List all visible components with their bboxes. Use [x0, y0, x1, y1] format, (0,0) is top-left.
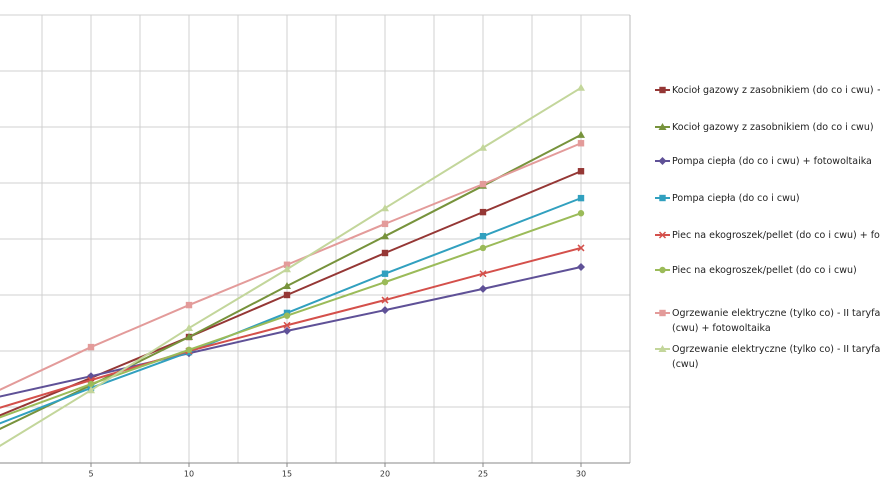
- marker: [479, 284, 487, 293]
- marker: [577, 140, 585, 147]
- x-tick-label: 5: [88, 470, 93, 479]
- marker: [283, 321, 291, 329]
- marker: [87, 380, 95, 388]
- marker: [577, 210, 585, 217]
- marker: [185, 333, 193, 340]
- legend-label: Kocioł gazowy z zasobnikiem (do co i cwu…: [672, 85, 880, 96]
- marker: [659, 86, 666, 94]
- marker: [283, 312, 291, 319]
- series-line: [0, 86, 582, 448]
- series: [0, 83, 585, 448]
- marker: [577, 194, 585, 202]
- marker: [577, 263, 585, 271]
- marker: [479, 143, 487, 151]
- legend-label: Piec na ekogroszek/pellet (do co i cwu) …: [672, 230, 880, 241]
- marker: [577, 83, 585, 91]
- marker: [658, 231, 667, 239]
- marker: [87, 386, 95, 394]
- marker: [381, 204, 389, 212]
- marker: [381, 232, 389, 240]
- marker: [479, 233, 487, 240]
- x-tick-label: 10: [184, 470, 194, 479]
- marker: [659, 266, 666, 274]
- marker: [658, 123, 667, 130]
- legend-label: Pompa ciepła (do co i cwu): [672, 193, 800, 204]
- x-tick-label: 25: [478, 470, 488, 479]
- marker: [87, 343, 95, 351]
- marker: [381, 296, 389, 304]
- marker: [283, 326, 291, 335]
- x-tick-label: 30: [576, 470, 586, 479]
- x-tick-label: 15: [282, 470, 292, 479]
- marker: [381, 306, 389, 315]
- marker: [381, 278, 389, 286]
- series: [0, 194, 585, 425]
- marker: [577, 168, 585, 175]
- series: [0, 140, 585, 391]
- legend-label: Kocioł gazowy z zasobnikiem (do co i cwu…: [672, 122, 874, 133]
- legend-label: Ogrzewanie elektryczne (tylko co) - II t…: [672, 344, 880, 370]
- legend-label: Piec na ekogroszek/pellet (do co i cwu): [672, 265, 857, 276]
- marker: [479, 244, 487, 252]
- x-tick-label: 20: [380, 470, 390, 479]
- legend-label: Ogrzewanie elektryczne (tylko co) - II t…: [672, 308, 880, 334]
- marker: [659, 194, 666, 202]
- marker: [381, 220, 389, 228]
- marker: [185, 301, 193, 309]
- marker: [479, 180, 487, 188]
- legend-label: Pompa ciepła (do co i cwu) + fotowoltaik…: [672, 156, 872, 167]
- marker: [577, 130, 585, 138]
- marker: [381, 270, 389, 277]
- marker: [658, 345, 667, 352]
- marker: [479, 208, 487, 216]
- marker: [185, 324, 193, 332]
- marker: [659, 309, 666, 317]
- series: [0, 210, 585, 419]
- marker: [283, 265, 291, 273]
- marker: [283, 291, 291, 299]
- marker: [381, 249, 389, 257]
- marker: [479, 270, 487, 278]
- marker: [283, 261, 291, 268]
- marker: [658, 157, 667, 165]
- marker: [185, 346, 193, 354]
- marker: [577, 244, 585, 252]
- marker: [283, 282, 291, 290]
